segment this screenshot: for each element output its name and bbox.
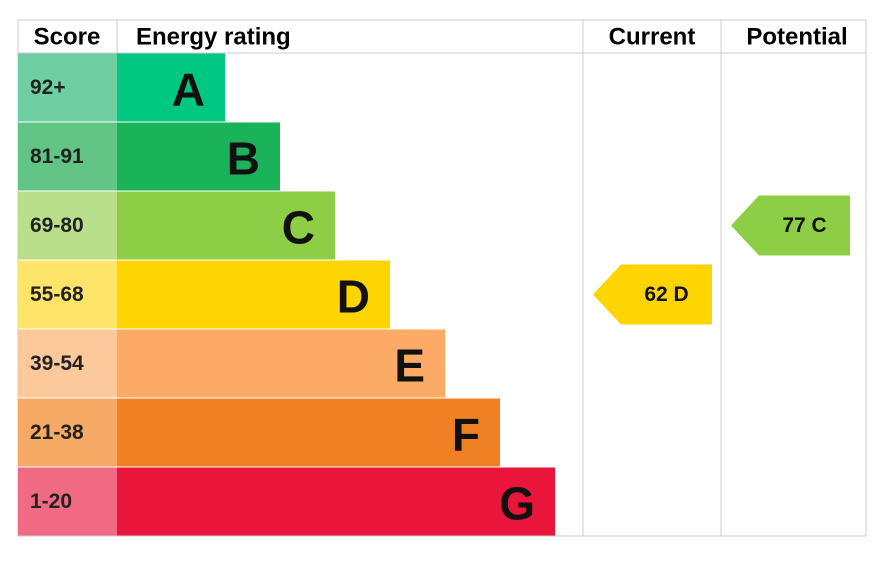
band-bar xyxy=(117,329,445,398)
score-cell xyxy=(18,260,117,329)
score-label: 69-80 xyxy=(30,214,84,237)
band-letter: E xyxy=(394,340,425,392)
band-bar xyxy=(117,122,280,191)
score-label: 81-91 xyxy=(30,145,84,168)
band-letter: G xyxy=(499,478,535,530)
header-current: Current xyxy=(609,24,696,51)
score-cell xyxy=(18,467,117,536)
band-bar xyxy=(117,467,555,536)
header-potential: Potential xyxy=(746,24,847,51)
header-score: Score xyxy=(34,24,101,51)
score-label: 1-20 xyxy=(30,490,72,513)
header-energy: Energy rating xyxy=(136,24,291,51)
potential-label: 77 C xyxy=(782,214,826,237)
score-cell xyxy=(18,329,117,398)
band-letter: C xyxy=(282,202,315,254)
score-label: 21-38 xyxy=(30,421,84,444)
score-cell xyxy=(18,191,117,260)
current-arrow xyxy=(593,264,712,325)
score-cell xyxy=(18,53,117,122)
band-bar xyxy=(117,260,390,329)
band-bar xyxy=(117,191,335,260)
band-bar xyxy=(117,398,500,467)
band-letter: A xyxy=(172,64,205,116)
band-letter: F xyxy=(452,409,480,461)
score-cell xyxy=(18,122,117,191)
score-label: 92+ xyxy=(30,76,66,99)
score-label: 55-68 xyxy=(30,283,84,306)
current-label: 62 D xyxy=(644,283,688,306)
potential-arrow xyxy=(731,195,850,256)
band-bar xyxy=(117,53,225,122)
score-cell xyxy=(18,398,117,467)
band-letter: D xyxy=(337,271,370,323)
band-letter: B xyxy=(227,133,260,185)
score-label: 39-54 xyxy=(30,352,84,375)
